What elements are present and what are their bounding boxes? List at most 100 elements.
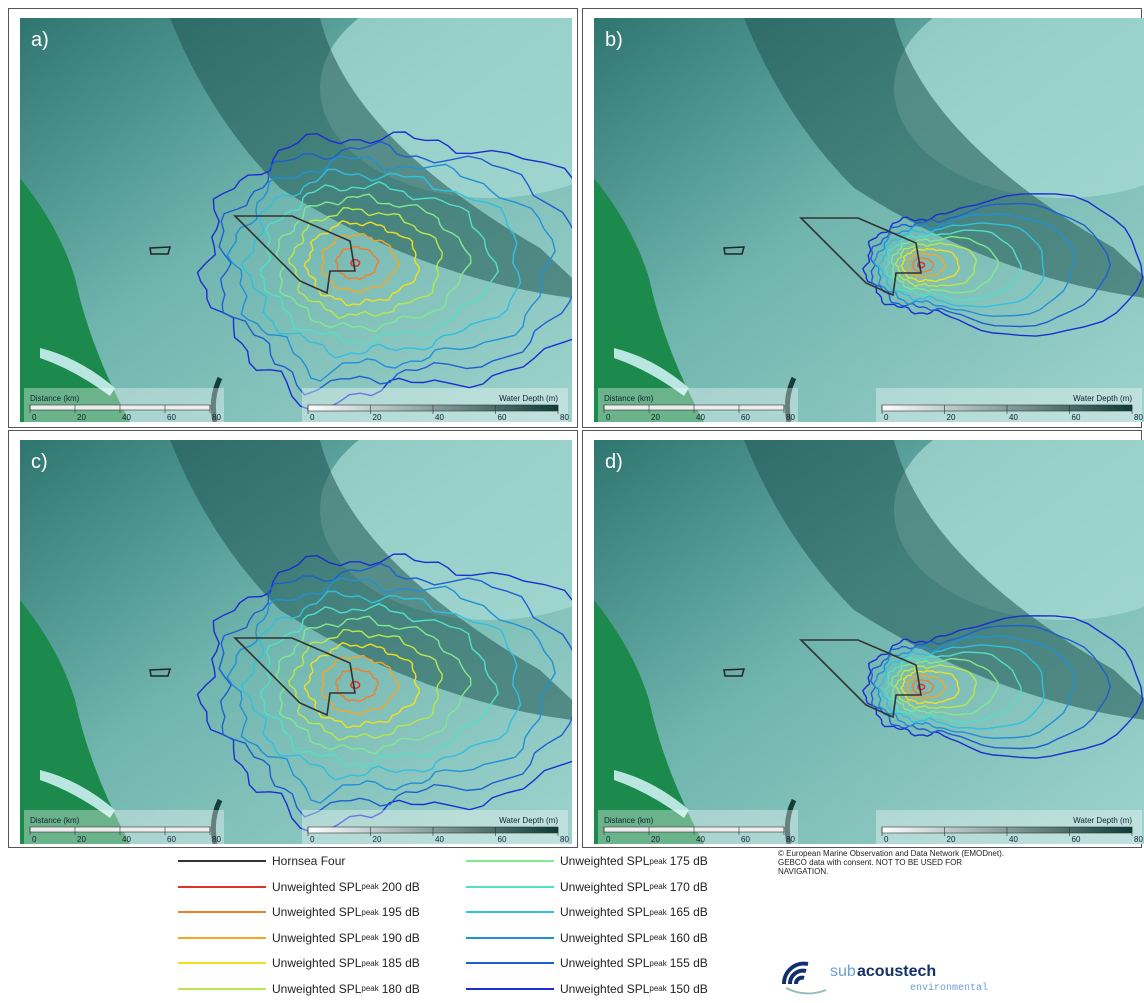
- legend-name: Unweighted SPL: [560, 956, 649, 970]
- legend-level: 160 dB: [670, 931, 708, 945]
- logo-brand: acoustech: [857, 963, 936, 980]
- legend-name: Unweighted SPL: [560, 982, 649, 996]
- legend-line: [178, 962, 266, 964]
- depth-tick-label: 60: [498, 413, 507, 422]
- legend-subscript: peak: [649, 933, 666, 942]
- panel-label: a): [31, 29, 49, 52]
- legend-name: Unweighted SPL: [272, 905, 361, 919]
- distance-tick-label: 0: [32, 835, 37, 844]
- distance-tick-label: 80: [212, 835, 221, 844]
- legend-name: Unweighted SPL: [560, 905, 649, 919]
- legend-line: [178, 988, 266, 990]
- distance-tick-label: 60: [741, 835, 750, 844]
- depth-tick-label: 40: [1009, 835, 1018, 844]
- legend-line: [466, 911, 554, 913]
- distance-tick-label: 80: [786, 835, 795, 844]
- logo: sub acoustech environmental: [778, 948, 1018, 998]
- depth-scale-title: Water Depth (m): [499, 394, 558, 403]
- panel-label: b): [605, 29, 623, 52]
- figure: Hornsea FourUnweighted SPLpeak200 dBUnwe…: [0, 0, 1144, 1003]
- map-panel: Distance (km)020406080Water Depth (m)020…: [8, 8, 578, 428]
- depth-tick-label: 20: [947, 413, 956, 422]
- panel-label: d): [605, 451, 623, 474]
- legend-subscript: peak: [361, 882, 378, 891]
- distance-tick-label: 20: [77, 835, 86, 844]
- depth-tick-label: 60: [1072, 413, 1081, 422]
- distance-scale-title: Distance (km): [604, 816, 654, 825]
- legend-line: [178, 860, 266, 862]
- depth-tick-label: 0: [884, 835, 889, 844]
- legend-entry: Unweighted SPLpeak 175 dB: [466, 851, 708, 871]
- depth-tick-label: 40: [435, 413, 444, 422]
- legend-name: Unweighted SPL: [272, 880, 361, 894]
- depth-tick-label: 0: [310, 413, 315, 422]
- legend-subscript: peak: [361, 984, 378, 993]
- depth-tick-label: 80: [1134, 413, 1143, 422]
- legend-level: 150 dB: [670, 982, 708, 996]
- legend-name: Unweighted SPL: [560, 854, 649, 868]
- legend-entry: Unweighted SPLpeak180 dB: [178, 979, 420, 999]
- legend-subscript: peak: [361, 959, 378, 968]
- legend-level: 175 dB: [670, 854, 708, 868]
- distance-scale-title: Distance (km): [30, 816, 80, 825]
- legend-name: Unweighted SPL: [272, 982, 361, 996]
- legend-line: [466, 988, 554, 990]
- depth-tick-label: 0: [884, 413, 889, 422]
- legend-line: [466, 886, 554, 888]
- depth-tick-label: 80: [560, 413, 569, 422]
- legend-line: [178, 937, 266, 939]
- depth-tick-label: 20: [373, 835, 382, 844]
- legend-subscript: peak: [649, 908, 666, 917]
- legend-subscript: peak: [649, 959, 666, 968]
- copyright: © European Marine Observation and Data N…: [778, 849, 1006, 876]
- logo-swoosh: [786, 988, 826, 994]
- logo-tagline: environmental: [910, 982, 988, 994]
- legend-name: Hornsea Four: [272, 854, 345, 868]
- panel-label: c): [31, 451, 48, 474]
- legend-subscript: peak: [649, 857, 666, 866]
- legend-entry: Unweighted SPLpeak 165 dB: [466, 902, 708, 922]
- map: Distance (km)020406080Water Depth (m)020…: [20, 18, 572, 422]
- depth-scale-title: Water Depth (m): [499, 816, 558, 825]
- legend-entry: Unweighted SPLpeak 170 dB: [466, 877, 708, 897]
- legend-level: 165 dB: [670, 905, 708, 919]
- legend-subscript: peak: [649, 882, 666, 891]
- legend-entry: Unweighted SPLpeak 190 dB: [178, 928, 420, 948]
- map-panel: Distance (km)020406080Water Depth (m)020…: [582, 8, 1142, 428]
- distance-tick-label: 80: [212, 413, 221, 422]
- depth-tick-label: 80: [560, 835, 569, 844]
- distance-tick-label: 60: [167, 835, 176, 844]
- legend-level: 155 dB: [670, 956, 708, 970]
- legend-level: 200 dB: [382, 880, 420, 894]
- distance-tick-label: 60: [741, 413, 750, 422]
- legend-level: 185 dB: [382, 956, 420, 970]
- legend-name: Unweighted SPL: [560, 880, 649, 894]
- depth-tick-label: 20: [947, 835, 956, 844]
- distance-tick-label: 20: [77, 413, 86, 422]
- distance-tick-label: 40: [696, 835, 705, 844]
- legend-name: Unweighted SPL: [272, 931, 361, 945]
- legend-level: 195 dB: [382, 905, 420, 919]
- depth-scale-title: Water Depth (m): [1073, 394, 1132, 403]
- distance-tick-label: 40: [122, 835, 131, 844]
- distance-scale-title: Distance (km): [30, 394, 80, 403]
- distance-scale-title: Distance (km): [604, 394, 654, 403]
- logo-prefix: sub: [830, 963, 856, 980]
- depth-tick-label: 60: [498, 835, 507, 844]
- depth-tick-label: 40: [1009, 413, 1018, 422]
- legend-level: 190 dB: [382, 931, 420, 945]
- legend-subscript: peak: [649, 984, 666, 993]
- distance-tick-label: 60: [167, 413, 176, 422]
- logo-icon: [784, 964, 808, 984]
- depth-tick-label: 60: [1072, 835, 1081, 844]
- legend-level: 170 dB: [670, 880, 708, 894]
- legend-subscript: peak: [361, 933, 378, 942]
- distance-tick-label: 20: [651, 835, 660, 844]
- distance-tick-label: 0: [32, 413, 37, 422]
- legend-line: [466, 962, 554, 964]
- depth-scale-title: Water Depth (m): [1073, 816, 1132, 825]
